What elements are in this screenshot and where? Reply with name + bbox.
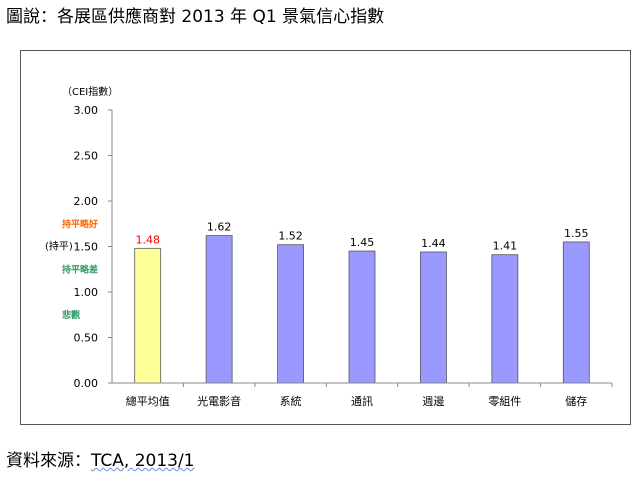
source-note: 資料來源：TCA, 2013/1 <box>6 450 195 472</box>
y-axis-title: （CEI指數） <box>62 85 118 98</box>
bar <box>562 241 590 384</box>
x-category-label: 儲存 <box>565 394 587 408</box>
x-category-label: 週邊 <box>422 394 444 408</box>
source-value: TCA, 2013/1 <box>91 451 195 471</box>
y-tick-label: 0.50 <box>74 332 99 345</box>
bar <box>205 235 233 384</box>
level-annotation: 持平略好 <box>62 218 98 230</box>
bar-value-label: 1.52 <box>278 230 303 243</box>
y-axis-ticks: 0.00 0.50 1.00 1.50 2.00 2.50 3.00 <box>74 104 112 390</box>
source-label: 資料來源： <box>6 451 91 471</box>
y-tick-label: 0.00 <box>74 377 99 390</box>
figure-caption: 圖說：各展區供應商對 2013 年 Q1 景氣信心指數 <box>6 7 385 27</box>
y-tick-label: 3.00 <box>74 104 99 117</box>
x-category-label: 系統 <box>280 394 302 408</box>
bar-value-label: 1.48 <box>135 233 160 246</box>
y-tick-label: 1.50 <box>74 241 99 254</box>
level-annotation: (持平) <box>45 240 73 253</box>
bar-value-label: 1.55 <box>564 227 589 240</box>
x-category-label: 零組件 <box>488 395 521 408</box>
y-tick-label: 2.50 <box>74 150 99 163</box>
bars: 1.48 1.62 1.52 1.45 1.44 1.41 1.55 <box>134 221 590 384</box>
bar <box>277 244 304 384</box>
level-annotation: 悲觀 <box>62 309 80 321</box>
level-annotation: 持平略差 <box>62 263 98 275</box>
bar <box>420 251 447 384</box>
bar <box>134 247 162 384</box>
y-tick-label: 1.00 <box>74 286 99 299</box>
y-tick-label: 2.00 <box>74 195 99 208</box>
x-category-label: 光電影音 <box>197 394 241 408</box>
chart-frame <box>20 50 631 425</box>
bar-value-label: 1.62 <box>207 221 232 234</box>
x-category-label: 通訊 <box>351 394 373 408</box>
bar <box>491 254 519 384</box>
x-axis-labels: 總平均值 光電影音 系統 通訊 週邊 零組件 儲存 <box>126 383 613 408</box>
bar-value-label: 1.45 <box>350 236 375 249</box>
bar-value-label: 1.41 <box>493 240 518 253</box>
bar <box>348 250 376 384</box>
x-category-label: 總平均值 <box>126 394 170 408</box>
bar-value-label: 1.44 <box>421 237 446 250</box>
